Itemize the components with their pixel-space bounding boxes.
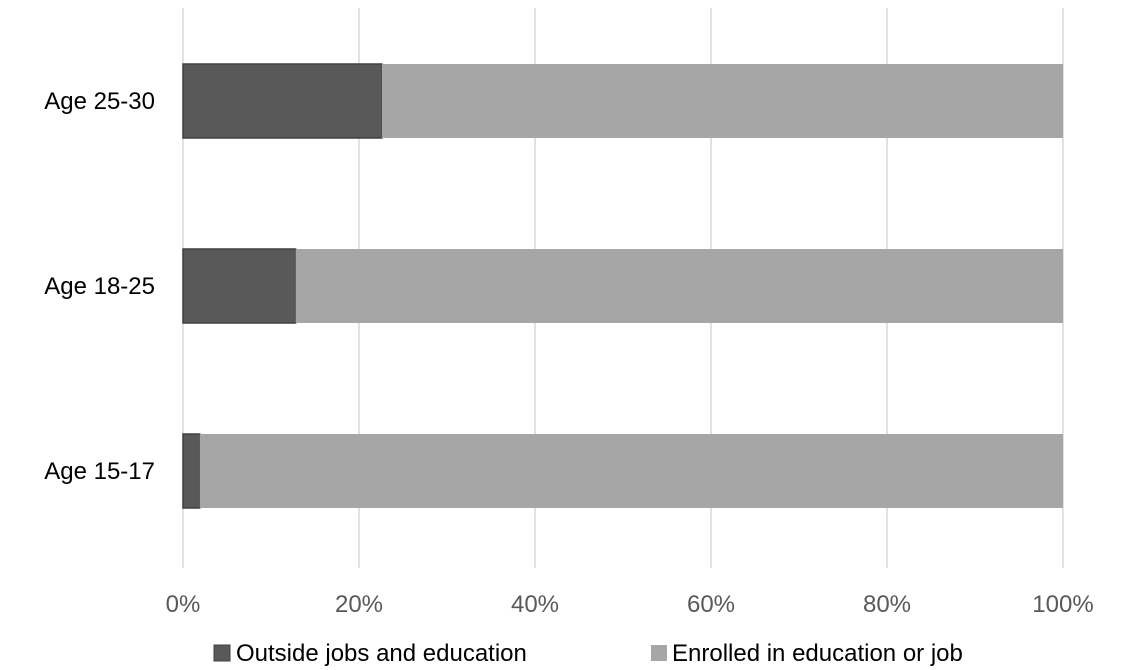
legend-label: Enrolled in education or job: [672, 640, 963, 667]
legend-swatch: [651, 645, 667, 661]
category-label: Age 18-25: [44, 273, 155, 300]
bar-segment: [381, 64, 1063, 138]
x-tick-label: 20%: [335, 591, 383, 618]
bar-segment: [182, 248, 297, 324]
bar-segment: [182, 63, 383, 139]
bar-segment: [182, 433, 201, 509]
category-label: Age 25-30: [44, 88, 155, 115]
category-label: Age 15-17: [44, 458, 155, 485]
x-tick-label: 100%: [1032, 591, 1093, 618]
legend-swatch: [213, 644, 231, 662]
bars: [182, 63, 1064, 509]
legend: Outside jobs and education Enrolled in ed…: [213, 640, 963, 667]
x-tick-label: 80%: [863, 591, 911, 618]
category-axis: Age 25-30 Age 18-25 Age 15-17: [44, 88, 155, 485]
legend-label: Outside jobs and education: [236, 640, 527, 667]
bar-segment: [295, 249, 1063, 323]
x-tick-label: 60%: [687, 591, 735, 618]
x-tick-label: 40%: [511, 591, 559, 618]
value-axis: 0% 20% 40% 60% 80% 100%: [166, 591, 1094, 618]
x-tick-label: 0%: [166, 591, 201, 618]
bar-segment: [199, 434, 1064, 508]
